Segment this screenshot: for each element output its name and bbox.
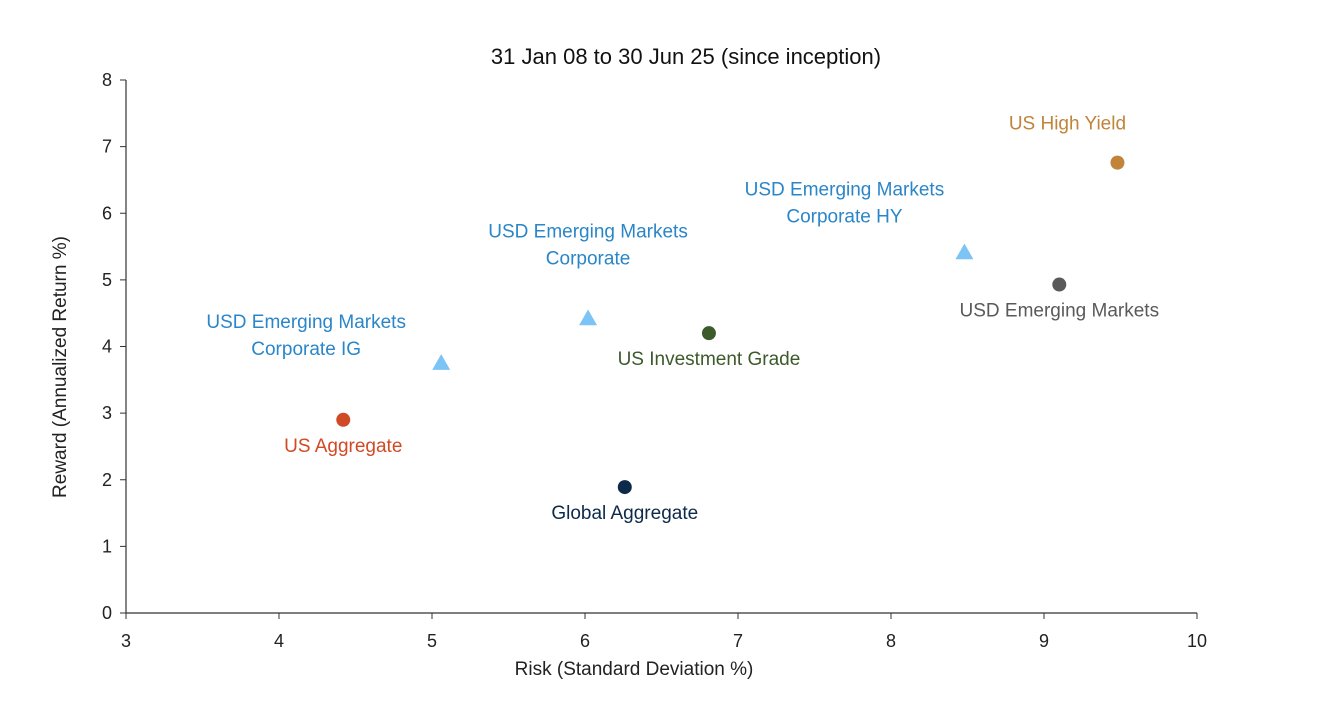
x-tick-label: 3 <box>121 631 131 651</box>
data-point-triangle <box>579 309 598 326</box>
y-tick-label: 5 <box>102 270 112 290</box>
y-tick-label: 4 <box>102 337 112 357</box>
x-tick-label: 6 <box>580 631 590 651</box>
data-label-line: Global Aggregate <box>551 503 698 524</box>
data-label-line: Corporate IG <box>251 339 361 360</box>
y-tick-label: 8 <box>102 70 112 90</box>
data-label: US Aggregate <box>284 436 402 457</box>
data-label: Global Aggregate <box>551 503 698 524</box>
data-label-line: USD Emerging Markets <box>206 312 406 333</box>
y-tick-label: 1 <box>102 536 112 556</box>
data-label-line: US High Yield <box>1009 114 1126 135</box>
x-tick-label: 5 <box>427 631 437 651</box>
x-tick-label: 8 <box>886 631 896 651</box>
x-axis-title: Risk (Standard Deviation %) <box>515 659 754 680</box>
data-label-line: US Aggregate <box>284 436 402 457</box>
data-label: US Investment Grade <box>618 349 801 370</box>
data-label-line: Corporate HY <box>786 207 902 228</box>
data-point-circle <box>336 412 351 427</box>
x-tick-label: 7 <box>733 631 743 651</box>
ticks: 3 4 5 6 7 8 9 10 0 1 2 3 4 5 6 7 8 <box>102 70 1207 651</box>
data-label: USD Emerging Markets Corporate HY <box>745 180 945 228</box>
data-point-circle <box>617 480 632 495</box>
data-point-circle <box>701 326 716 341</box>
data-label: USD Emerging Markets Corporate <box>488 222 688 270</box>
y-tick-label: 0 <box>102 603 112 623</box>
data-label-line: USD Emerging Markets <box>960 301 1160 322</box>
data-points <box>336 155 1125 495</box>
chart-title: 31 Jan 08 to 30 Jun 25 (since inception) <box>491 44 881 69</box>
data-point-circle <box>1052 277 1067 292</box>
x-tick-label: 10 <box>1187 631 1207 651</box>
data-label: USD Emerging Markets Corporate IG <box>206 312 406 360</box>
x-tick-label: 9 <box>1039 631 1049 651</box>
data-label-line: US Investment Grade <box>618 349 801 370</box>
y-tick-label: 7 <box>102 137 112 157</box>
data-point-triangle <box>955 243 974 260</box>
data-label-line: Corporate <box>546 249 631 270</box>
y-tick-label: 3 <box>102 403 112 423</box>
data-point-circle <box>1110 155 1125 170</box>
y-axis-title: Reward (Annualized Return %) <box>50 236 71 498</box>
y-tick-label: 6 <box>102 203 112 223</box>
data-label: US High Yield <box>1009 114 1126 135</box>
data-label-line: USD Emerging Markets <box>488 222 688 243</box>
data-label: USD Emerging Markets <box>960 301 1160 322</box>
data-label-line: USD Emerging Markets <box>745 180 945 201</box>
y-tick-label: 2 <box>102 470 112 490</box>
data-labels: US High Yield USD Emerging Markets Corpora… <box>206 114 1159 524</box>
x-tick-label: 4 <box>274 631 284 651</box>
data-point-triangle <box>432 354 451 370</box>
